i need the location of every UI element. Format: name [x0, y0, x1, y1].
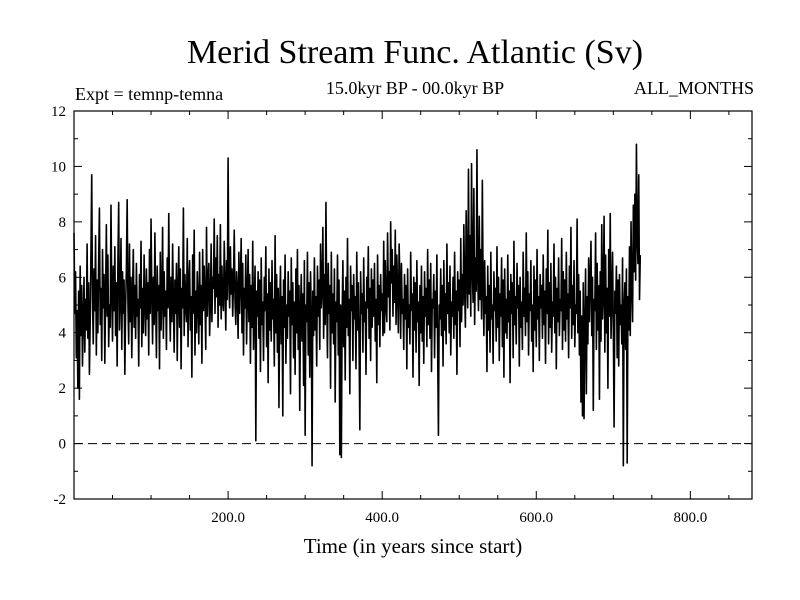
- y-tick-label: 2: [59, 381, 67, 397]
- x-tick-label: 400.0: [365, 510, 399, 526]
- y-tick-label: -2: [54, 492, 67, 508]
- y-tick-label: 10: [51, 159, 66, 175]
- series-layer: [73, 143, 642, 467]
- period-label: ALL_MONTHS: [634, 78, 754, 98]
- y-tick-label: 4: [59, 326, 67, 342]
- axis-layer: -2 0 2 4 6 8 10 12 200.0 400.0 600.0 800.0: [51, 104, 752, 526]
- y-tick-label: 12: [51, 104, 66, 120]
- chart-subtitle: 15.0kyr BP - 00.0kyr BP: [325, 78, 505, 98]
- y-tick-label: 6: [59, 270, 67, 286]
- x-tick-label: 800.0: [673, 510, 707, 526]
- y-tick-label: 0: [59, 437, 67, 453]
- y-tick-label: 8: [59, 215, 67, 231]
- experiment-label: Expt = temnp-temna: [75, 84, 224, 104]
- plot-frame: [73, 110, 753, 500]
- chart-title: Merid Stream Func. Atlantic (Sv): [186, 34, 644, 71]
- series-line: [73, 143, 642, 467]
- x-axis-title: Time (in years since start): [304, 534, 523, 558]
- x-tick-label: 200.0: [211, 510, 245, 526]
- x-tick-label: 600.0: [519, 510, 553, 526]
